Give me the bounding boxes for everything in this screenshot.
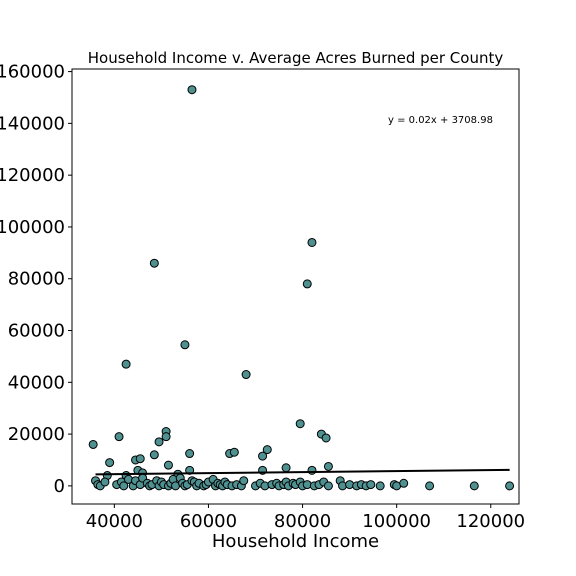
data-point <box>295 419 305 429</box>
y-tick-label: 100000 <box>0 217 65 238</box>
plot-frame <box>71 68 520 505</box>
y-tick-label: 20000 <box>8 424 65 445</box>
y-tick-label: 60000 <box>8 321 65 342</box>
x-tick-label: 120000 <box>456 511 525 532</box>
x-axis: 40000 60000 80000 100000 120000 <box>86 504 525 532</box>
x-tick-label: 60000 <box>180 511 237 532</box>
data-point <box>258 451 268 461</box>
data-point <box>149 450 159 460</box>
data-point <box>114 432 124 442</box>
data-point <box>149 258 159 268</box>
trend-line <box>95 468 510 476</box>
x-tick-label: 100000 <box>362 511 431 532</box>
data-point <box>262 445 272 455</box>
data-point <box>154 437 164 447</box>
data-point <box>163 460 173 470</box>
x-tick-label: 80000 <box>274 511 331 532</box>
y-tick-label: 80000 <box>8 269 65 290</box>
data-point <box>307 237 317 247</box>
data-point <box>100 477 110 487</box>
data-point <box>187 85 197 95</box>
data-point <box>425 481 435 491</box>
data-point <box>88 439 98 449</box>
data-point <box>323 481 333 491</box>
data-point <box>505 481 515 491</box>
data-point <box>229 447 239 457</box>
y-tick-label: 0 <box>54 476 65 497</box>
data-point <box>121 359 131 369</box>
data-point <box>469 481 479 491</box>
y-tick-label: 160000 <box>0 62 65 83</box>
data-point <box>302 279 312 289</box>
data-point <box>239 476 249 486</box>
trend-line-group <box>95 468 510 476</box>
data-point <box>281 463 291 473</box>
y-tick-label: 120000 <box>0 165 65 186</box>
data-point <box>119 481 129 491</box>
data-points <box>88 85 515 491</box>
data-point <box>399 478 409 488</box>
data-point <box>241 370 251 380</box>
data-point <box>105 458 115 468</box>
data-point <box>323 461 333 471</box>
y-axis: 0 20000 40000 60000 80000 100000 120000 140000 1… <box>0 62 72 497</box>
y-tick-label: 140000 <box>0 113 65 134</box>
x-axis-label: Household Income <box>212 531 379 552</box>
data-point <box>135 454 145 464</box>
y-tick-label: 40000 <box>8 372 65 393</box>
data-point <box>375 481 385 491</box>
data-point <box>185 449 195 459</box>
regression-equation: y = 0.02x + 3708.98 <box>388 115 493 126</box>
data-point <box>366 480 376 490</box>
chart-title: Household Income v. Average Acres Burned… <box>88 49 504 67</box>
data-point <box>321 433 331 443</box>
data-point <box>161 432 171 442</box>
data-point <box>180 340 190 350</box>
x-tick-label: 40000 <box>86 511 143 532</box>
data-point <box>307 465 317 475</box>
